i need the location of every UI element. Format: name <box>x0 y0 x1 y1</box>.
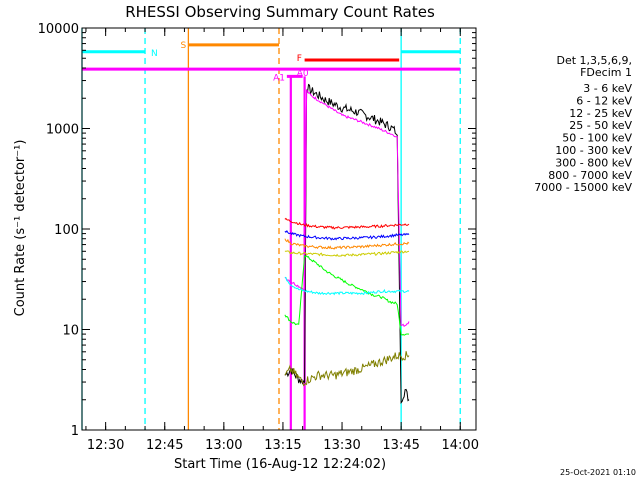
x-tick-label: 13:15 <box>264 438 301 453</box>
legend-entry: 7000 - 15000 keV <box>534 181 632 194</box>
x-tick-label: 14:00 <box>442 438 479 453</box>
series-line <box>284 250 410 257</box>
series-line <box>284 351 410 387</box>
x-tick-label: 12:45 <box>146 438 183 453</box>
legend-entry: 6 - 12 keV <box>576 94 632 107</box>
legend-header: Det 1,3,5,6,9, <box>556 54 632 67</box>
series-line <box>284 276 410 296</box>
y-tick-label: 10 <box>62 324 79 339</box>
legend-entry: 12 - 25 keV <box>569 107 632 120</box>
flag-label: F <box>297 54 302 64</box>
y-tick-label: 1 <box>71 424 79 439</box>
series-line <box>284 217 410 230</box>
y-tick-label: 100 <box>54 223 79 238</box>
legend-header: FDecim 1 <box>580 66 632 79</box>
plot-area: N S F A1 A0 1 10 100 1000 10000 12:30 12:45 13:00 13:… <box>38 22 479 453</box>
series-line <box>284 83 410 405</box>
legend-entry: 50 - 100 keV <box>562 132 632 145</box>
legend-entry: 3 - 6 keV <box>583 82 632 95</box>
x-tick-label: 13:30 <box>323 438 360 453</box>
y-tick-label: 10000 <box>38 22 79 37</box>
flag-label: S <box>181 41 187 51</box>
chart-title: RHESSI Observing Summary Count Rates <box>125 3 435 21</box>
timestamp: 25-Oct-2021 01:10 <box>560 468 636 477</box>
legend-entry: 300 - 800 keV <box>555 156 632 169</box>
legend-entry: 100 - 300 keV <box>555 144 632 157</box>
flag-label: A1 <box>273 73 285 83</box>
legend-entry: 25 - 50 keV <box>569 119 632 132</box>
flag-label: N <box>151 49 158 59</box>
x-tick-label: 13:45 <box>382 438 419 453</box>
x-tick-label: 12:30 <box>87 438 124 453</box>
x-tick-label: 13:00 <box>205 438 242 453</box>
series-line <box>284 230 410 241</box>
flag-label: A0 <box>297 69 309 79</box>
series-line <box>284 238 410 250</box>
legend-entry: 800 - 7000 keV <box>548 169 632 182</box>
x-axis-label: Start Time (16-Aug-12 12:24:02) <box>174 457 386 472</box>
series-line <box>284 254 410 336</box>
y-tick-label: 1000 <box>46 123 79 138</box>
y-axis-label: Count Rate (s⁻¹ detector⁻¹) <box>13 140 28 317</box>
